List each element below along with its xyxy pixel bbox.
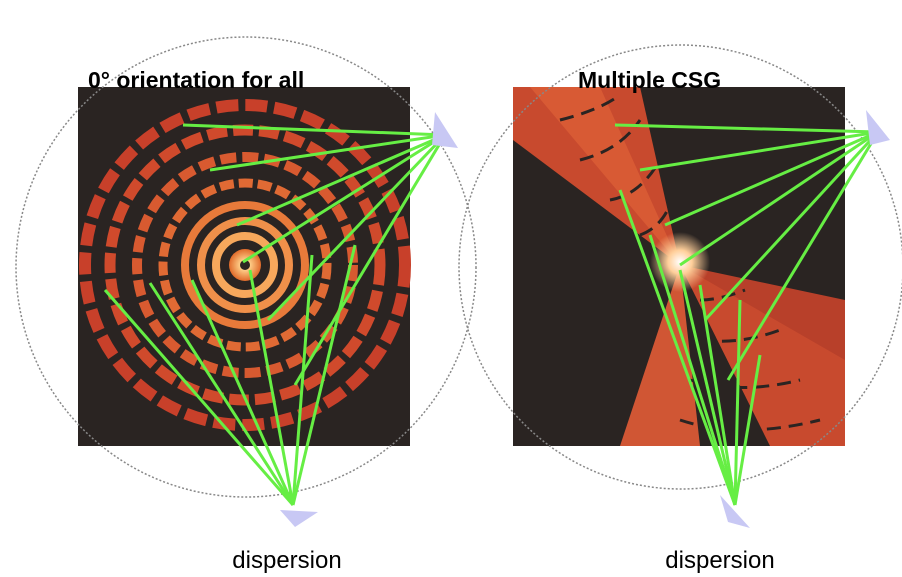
caption: dispersion <box>232 547 341 574</box>
panel-title: 0° orientation for all <box>88 67 304 93</box>
diagram: 0° orientation for all Multiple CSG disp… <box>0 0 902 577</box>
caption: dispersion <box>665 547 774 574</box>
page: {"panels": [ {"title": "0° orientation f… <box>0 0 902 577</box>
panel-title: Multiple CSG <box>578 67 721 93</box>
left-image <box>78 87 410 446</box>
